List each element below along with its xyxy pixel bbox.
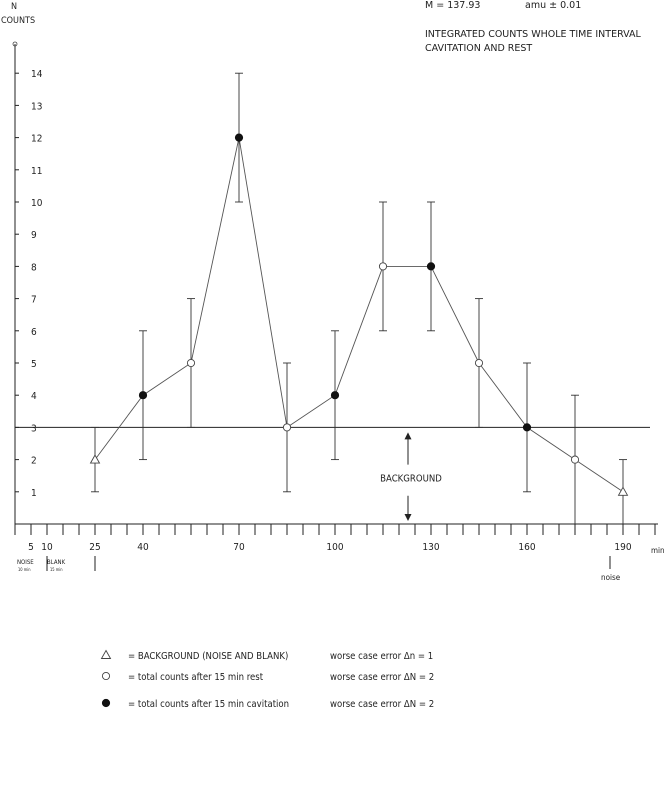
- legend-text: = total counts after 15 min rest: [128, 672, 264, 683]
- data-point-circle-open: [570, 455, 580, 464]
- y-tick-label: 13: [31, 101, 42, 112]
- y-tick-label: 6: [31, 327, 37, 338]
- y-tick-label: 7: [31, 295, 37, 306]
- data-point-circle-filled: [234, 133, 244, 142]
- data-point-circle-filled: [426, 262, 436, 271]
- data-point-circle-open: [186, 358, 196, 368]
- header-note-line2: CAVITATION AND REST: [425, 43, 533, 54]
- header-note-line1: INTEGRATED COUNTS WHOLE TIME INTERVAL: [425, 29, 641, 40]
- x-tick-label: 25: [89, 542, 100, 553]
- x-tick-label: 70: [233, 542, 245, 553]
- data-connecting-line: [94, 137, 624, 493]
- blank-interval-label: BLANK: [47, 559, 66, 566]
- blank-interval-duration: 15 min: [50, 567, 63, 572]
- y-tick-label: 4: [31, 391, 37, 402]
- background-label: BACKGROUND: [380, 473, 442, 484]
- data-point-circle-filled: [138, 391, 148, 400]
- y-tick-label: 3: [31, 423, 37, 434]
- x-tick-label: 10: [41, 542, 53, 553]
- y-tick-label: 9: [31, 230, 37, 241]
- amu-label: amu ± 0.01: [525, 0, 582, 11]
- data-point-circle-filled: [522, 423, 532, 432]
- legend-error: worse case error ΔN = 2: [330, 699, 434, 710]
- y-axis-label-n: N: [11, 2, 17, 12]
- legend-marker-triangle-open: [100, 649, 112, 659]
- y-tick-label: 2: [31, 456, 37, 467]
- y-tick-label: 14: [31, 69, 43, 80]
- legend-marker-circle-filled: [101, 698, 111, 708]
- legend-layer: = BACKGROUND (NOISE AND BLANK) worse case…: [100, 649, 434, 710]
- axes-layer: [12, 41, 658, 571]
- marks-layer: [89, 72, 629, 524]
- noise-interval-duration: 10 min: [18, 567, 31, 572]
- x-tick-label: 190: [614, 542, 631, 553]
- x-tick-label: 160: [518, 542, 535, 553]
- x-tick-label: 40: [137, 542, 149, 553]
- data-point-triangle-open: [89, 454, 101, 464]
- legend-error: worse case error ΔN = 2: [330, 672, 434, 683]
- y-tick-label: 11: [31, 166, 42, 177]
- y-axis-label-counts: COUNTS: [1, 16, 35, 26]
- background-arrow-up-head: [404, 432, 412, 440]
- data-point-circle-open: [282, 423, 292, 432]
- y-tick-label: 12: [31, 134, 42, 145]
- legend-error: worse case error Δn = 1: [330, 651, 433, 662]
- background-arrow-down-head: [404, 514, 412, 521]
- data-point-circle-open: [474, 358, 484, 368]
- x-unit-label: min: [651, 546, 664, 555]
- data-point-circle-filled: [330, 391, 340, 400]
- y-tick-label: 1: [31, 488, 37, 499]
- legend-text: = BACKGROUND (NOISE AND BLANK): [128, 651, 288, 662]
- y-axis-origin-marker: [12, 41, 18, 47]
- data-point-circle-open: [378, 262, 388, 271]
- y-tick-label: 8: [31, 262, 37, 273]
- noise-right-label: noise: [601, 573, 621, 582]
- noise-interval-label: NOISE: [17, 559, 34, 566]
- y-tick-label: 10: [31, 198, 43, 209]
- x-tick-label: 5: [28, 542, 34, 553]
- mass-label: M = 137.93: [425, 0, 481, 11]
- legend-marker-circle-open: [101, 671, 111, 681]
- data-point-triangle-open: [617, 486, 629, 496]
- x-tick-label: 100: [326, 542, 343, 553]
- x-tick-label: 130: [422, 542, 439, 553]
- legend-text: = total counts after 15 min cavitation: [128, 699, 289, 710]
- y-tick-label: 5: [31, 359, 37, 370]
